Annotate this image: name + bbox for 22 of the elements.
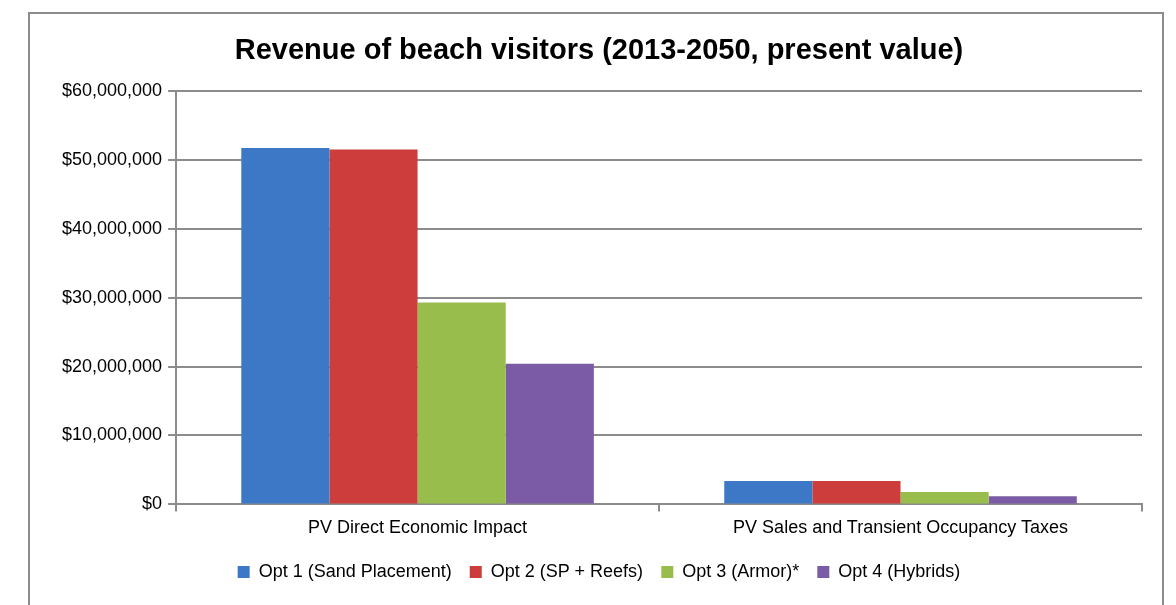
y-tick-label: $50,000,000 <box>61 148 163 169</box>
legend-label: Opt 3 (Armor)* <box>682 560 800 581</box>
y-tick-label: $30,000,000 <box>61 286 163 307</box>
legend-label: Opt 1 (Sand Placement) <box>258 560 452 581</box>
x-tick-label: PV Sales and Transient Occupancy Taxes <box>733 517 1068 538</box>
legend-label: Opt 4 (Hybrids) <box>838 560 961 581</box>
bar <box>900 491 989 504</box>
y-tick-label: $60,000,000 <box>61 79 163 100</box>
y-tick-label: $40,000,000 <box>61 217 163 238</box>
bar <box>724 480 813 504</box>
chart-title: Revenue of beach visitors (2013-2050, present value) <box>234 33 964 66</box>
bar <box>812 480 901 504</box>
y-tick-label: $20,000,000 <box>61 355 163 376</box>
bar <box>241 148 330 504</box>
x-tick-label: PV Direct Economic Impact <box>308 517 528 538</box>
legend-label: Opt 2 (SP + Reefs) <box>490 560 643 581</box>
y-tick-label: $10,000,000 <box>61 424 163 445</box>
bar <box>505 363 594 504</box>
bar <box>417 302 506 504</box>
bar <box>329 149 418 504</box>
bar <box>988 496 1077 504</box>
y-tick-label: $0 <box>142 493 163 514</box>
